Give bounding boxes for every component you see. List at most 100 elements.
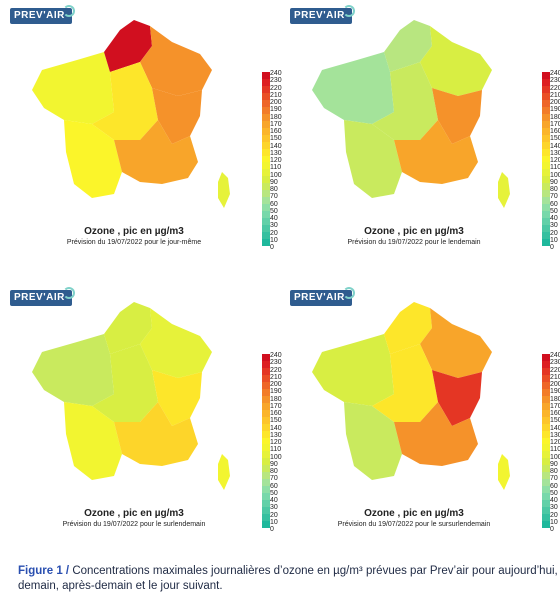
region-east bbox=[432, 370, 482, 426]
prevair-logo-swirl-icon bbox=[343, 5, 355, 17]
colorbar-tick-label: 110 bbox=[550, 446, 560, 454]
colorbar-tick-label: 170 bbox=[270, 402, 282, 410]
colorbar-tick-label: 120 bbox=[550, 439, 560, 446]
colorbar-swatch bbox=[262, 99, 270, 108]
region-center bbox=[372, 62, 438, 140]
colorbar-swatch bbox=[262, 354, 270, 362]
colorbar-swatch bbox=[262, 190, 270, 198]
colorbar-swatch bbox=[542, 472, 550, 480]
region-center bbox=[92, 62, 158, 140]
colorbar-tick-label: 90 bbox=[550, 460, 558, 468]
colorbar-tick-label: 240 bbox=[270, 352, 282, 359]
colorbar-tick-label: 20 bbox=[550, 511, 558, 519]
colorbar-swatch bbox=[262, 232, 270, 240]
colorbar-swatch bbox=[262, 176, 270, 184]
colorbar-tick-label: 200 bbox=[550, 99, 560, 106]
region-east bbox=[152, 370, 202, 426]
colorbar-tick-label: 0 bbox=[550, 526, 554, 533]
region-center bbox=[92, 344, 158, 422]
colorbar-swatch bbox=[262, 388, 270, 397]
colorbar-swatch bbox=[542, 169, 550, 177]
colorbar-tick-label: 10 bbox=[550, 236, 558, 244]
colorbar-tick-label: 100 bbox=[270, 453, 282, 461]
colorbar-tick-label: 120 bbox=[270, 157, 282, 164]
colorbar-tick-label: 130 bbox=[270, 149, 282, 157]
colorbar-tick-label: 10 bbox=[550, 518, 558, 526]
colorbar-swatch bbox=[262, 225, 270, 233]
colorbar-tick-label: 40 bbox=[270, 215, 278, 222]
colorbar-tick-label: 220 bbox=[270, 84, 282, 92]
region-west bbox=[312, 334, 394, 406]
colorbar-swatch bbox=[262, 169, 270, 177]
colorbar-swatch bbox=[262, 120, 270, 129]
colorbar-swatch bbox=[542, 120, 550, 129]
prevair-logo-swirl-icon bbox=[343, 287, 355, 299]
colorbar-swatch bbox=[542, 232, 550, 240]
colorbar-swatch bbox=[262, 416, 270, 425]
colorbar-swatch bbox=[542, 197, 550, 205]
colorbar-swatch bbox=[262, 507, 270, 515]
colorbar-swatch bbox=[262, 479, 270, 487]
figure-caption: Figure 1 / Concentrations maximales jour… bbox=[18, 564, 558, 594]
colorbar-tick-label: 210 bbox=[550, 373, 560, 381]
france-ozone-map bbox=[312, 20, 510, 208]
colorbar-tick-label: 140 bbox=[550, 142, 560, 150]
region-corsica bbox=[218, 454, 230, 490]
colorbar-tick-label: 90 bbox=[270, 178, 278, 186]
colorbar-tick-label: 210 bbox=[550, 91, 560, 99]
colorbar-tick-label: 200 bbox=[270, 99, 282, 106]
colorbar-swatch bbox=[542, 354, 550, 362]
colorbar-tick-label: 60 bbox=[270, 482, 278, 490]
colorbar-swatch bbox=[542, 92, 550, 101]
colorbar-swatch bbox=[262, 162, 270, 170]
colorbar-swatch bbox=[262, 218, 270, 226]
colorbar-swatch bbox=[542, 451, 550, 459]
colorbar-swatch bbox=[262, 402, 270, 411]
colorbar-swatch bbox=[262, 409, 270, 418]
colorbar-tick-label: 160 bbox=[550, 410, 560, 417]
map-panel-sursurlendemain: PREV'AIR 240 230 220 210 200 190 180 170 160 150 14… bbox=[284, 286, 560, 556]
colorbar-swatch bbox=[542, 127, 550, 136]
colorbar-swatch bbox=[542, 106, 550, 115]
colorbar-tick-label: 50 bbox=[270, 207, 278, 215]
colorbar-swatch bbox=[542, 78, 550, 87]
colorbar-tick-label: 190 bbox=[550, 388, 560, 396]
colorbar-swatch bbox=[542, 388, 550, 397]
region-corsica bbox=[498, 172, 510, 208]
region-north bbox=[104, 20, 152, 72]
france-ozone-map bbox=[312, 302, 510, 490]
colorbar-swatch bbox=[542, 458, 550, 466]
colorbar-swatch bbox=[542, 374, 550, 383]
map-panel-lendemain: PREV'AIR 240 230 220 210 200 190 180 170 160 150 14… bbox=[284, 4, 560, 274]
colorbar-tick-label: 40 bbox=[550, 497, 558, 504]
colorbar-tick-label: 0 bbox=[550, 244, 554, 251]
colorbar-swatch bbox=[542, 72, 550, 80]
colorbar-swatch bbox=[262, 127, 270, 136]
region-southeast bbox=[394, 402, 478, 466]
colorbar-tick-label: 140 bbox=[270, 424, 282, 432]
colorbar-tick-label: 10 bbox=[270, 236, 278, 244]
colorbar-swatch bbox=[262, 423, 270, 432]
colorbar-tick-label: 100 bbox=[550, 171, 560, 179]
region-east bbox=[432, 88, 482, 144]
region-west bbox=[32, 52, 114, 124]
colorbar-swatch bbox=[262, 141, 270, 150]
colorbar-tick-label: 230 bbox=[550, 359, 560, 367]
prevair-logo: PREV'AIR bbox=[290, 287, 355, 306]
colorbar-tick-label: 70 bbox=[550, 475, 558, 483]
colorbar-tick-label: 70 bbox=[550, 193, 558, 201]
colorbar-swatch bbox=[262, 500, 270, 508]
colorbar-tick-label: 30 bbox=[550, 504, 558, 512]
colorbar-tick-label: 80 bbox=[270, 468, 278, 475]
colorbar-tick-label: 240 bbox=[550, 70, 560, 77]
colorbar-tick-label: 150 bbox=[550, 135, 560, 143]
colorbar-tick-label: 180 bbox=[270, 395, 282, 403]
colorbar-swatch bbox=[542, 85, 550, 94]
colorbar-swatch bbox=[262, 458, 270, 466]
map-title: Ozone , pic en µg/m3 bbox=[84, 508, 184, 519]
colorbar-tick-label: 20 bbox=[270, 511, 278, 519]
prevair-logo-text: PREV'AIR bbox=[294, 10, 345, 21]
colorbar-tick-label: 200 bbox=[550, 381, 560, 388]
colorbar-swatch bbox=[542, 218, 550, 226]
colorbar-swatch bbox=[542, 465, 550, 473]
